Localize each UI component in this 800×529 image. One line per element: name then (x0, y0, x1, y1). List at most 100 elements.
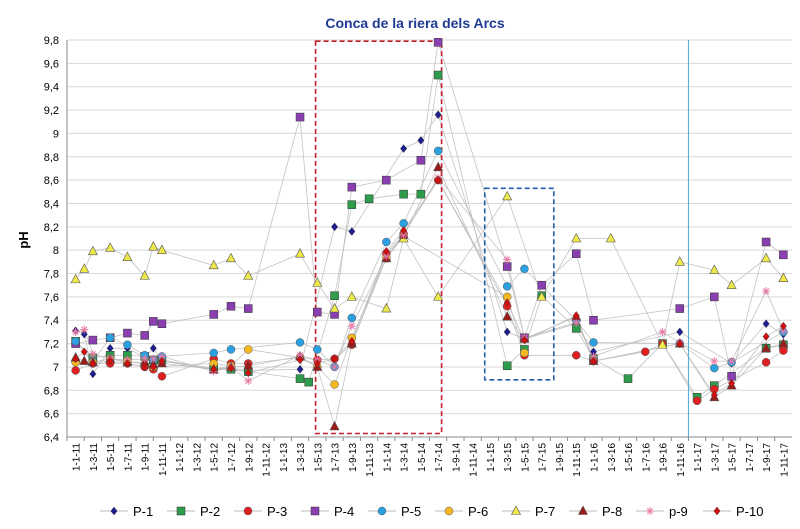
data-point-P-5 (105, 333, 115, 342)
data-point-P-1 (80, 329, 88, 339)
y-tick-label: 6,6 (44, 409, 59, 421)
y-tick-label: 8,6 (44, 175, 59, 187)
legend-marker-P-4 (310, 506, 320, 516)
data-point-p-9 (80, 325, 89, 334)
series-line-P-7 (75, 195, 784, 347)
star-stroke (573, 319, 580, 326)
data-point-P-7 (605, 232, 616, 243)
data-point-P-4 (226, 301, 236, 311)
x-tick-label: 1-5-17 (728, 443, 739, 472)
x-tick-label: 1-3-15 (503, 443, 514, 472)
x-tick-label: 1-11-17 (779, 443, 790, 477)
data-point-P-7 (571, 232, 582, 243)
data-point-P-3 (157, 372, 167, 381)
legend-marker-p-9 (646, 507, 654, 515)
star-stroke (590, 353, 597, 360)
data-point-P-5 (71, 337, 80, 346)
data-point-p-9 (330, 362, 339, 371)
data-point-P-4 (710, 292, 719, 302)
data-point-P-10 (520, 335, 528, 345)
data-point-P-5 (589, 338, 598, 347)
data-point-P-7 (381, 302, 392, 313)
data-point-p-9 (149, 354, 158, 363)
data-point-P-5 (226, 345, 236, 354)
x-axis-ticks: 1-1-11 1-3-11 1-5-11 1-7-11 1-9-11 1-11-11 1-1… (66, 437, 790, 477)
series-line-P-3 (75, 179, 784, 402)
data-point-P-7 (122, 251, 133, 261)
x-tick-label: 1-5-13 (313, 443, 324, 472)
series-line-p-9 (75, 177, 784, 382)
data-point-p-9 (71, 327, 80, 336)
data-point-P-3 (571, 351, 581, 360)
data-point-P-3 (71, 366, 80, 375)
data-point-P-7 (225, 252, 236, 263)
legend-label-P-1: P-1 (133, 504, 153, 519)
chart-title: Conca de la riera dels Arcs (325, 15, 504, 31)
star-stroke (158, 353, 166, 360)
series-line-P-10 (75, 179, 784, 396)
x-tick-label: 1-11-15 (572, 443, 583, 477)
data-point-P-5 (502, 282, 512, 291)
data-point-P-1 (149, 343, 157, 353)
x-tick-label: 1-5-15 (520, 443, 531, 472)
y-tick-label: 7,4 (44, 315, 59, 327)
data-point-P-1 (417, 136, 425, 145)
data-point-P-3 (779, 346, 788, 355)
y-tick-label: 7 (53, 362, 59, 374)
data-point-P-4 (537, 280, 546, 290)
data-point-P-8 (433, 161, 444, 172)
x-tick-label: 1-9-14 (451, 443, 462, 472)
data-point-P-2 (304, 377, 313, 387)
data-point-P-8 (761, 342, 772, 353)
data-point-P-2 (399, 189, 408, 199)
data-point-P-2 (623, 374, 633, 383)
x-tick-label: 1-7-13 (331, 443, 342, 472)
data-point-P-1 (348, 227, 356, 236)
data-point-P-4 (244, 304, 253, 313)
data-point-P-6 (330, 380, 339, 389)
data-point-P-10 (244, 368, 252, 378)
data-point-P-7 (346, 291, 357, 301)
x-tick-label: 1-9-13 (348, 443, 359, 472)
y-tick-label: 8,2 (44, 222, 59, 234)
data-point-P-7 (657, 339, 668, 349)
y-tick-label: 9,4 (44, 82, 59, 94)
data-point-p-9 (347, 322, 356, 331)
data-point-P-10 (400, 226, 408, 235)
data-point-P-1 (762, 319, 770, 329)
star-stroke (150, 355, 157, 362)
data-point-P-1 (503, 327, 511, 337)
data-point-p-9 (88, 350, 97, 359)
x-tick-label: 1-11-12 (262, 443, 273, 477)
data-point-P-7 (312, 277, 323, 287)
y-tick-label: 8,4 (44, 198, 59, 210)
x-tick-label: 1-9-12 (244, 443, 255, 472)
data-point-P-10 (728, 378, 736, 388)
data-point-P-4 (589, 315, 598, 325)
data-point-P-1 (331, 222, 339, 232)
star-stroke (711, 357, 718, 365)
star-stroke (72, 328, 79, 336)
legend-marker-P-8 (578, 505, 588, 515)
data-point-P-4 (761, 237, 771, 247)
data-point-P-2 (295, 374, 305, 383)
y-axis-ticks: 9,8 9,6 9,4 9,2 9 8,8 8,6 8,4 8,2 8 7,8 7,6 7,4 7,2 7 6… (44, 35, 59, 444)
data-point-P-3 (692, 396, 702, 406)
x-tick-label: 1-9-16 (659, 443, 670, 472)
data-point-P-4 (571, 249, 581, 258)
data-point-P-3 (641, 347, 650, 357)
data-point-P-3 (761, 358, 771, 367)
star-stroke (348, 322, 355, 330)
x-tick-label: 1-7-11 (123, 443, 134, 472)
star-stroke (504, 256, 511, 263)
y-tick-label: 9 (53, 128, 59, 140)
star-stroke (762, 287, 770, 295)
x-tick-label: 1-1-13 (279, 443, 290, 472)
data-point-P-2 (347, 200, 357, 209)
data-point-P-6 (520, 348, 529, 358)
data-point-P-10 (572, 311, 580, 320)
y-tick-label: 7,6 (44, 292, 59, 304)
legend-label-P-6: P-6 (468, 504, 488, 519)
legend-label-p-9: p-9 (669, 504, 688, 519)
